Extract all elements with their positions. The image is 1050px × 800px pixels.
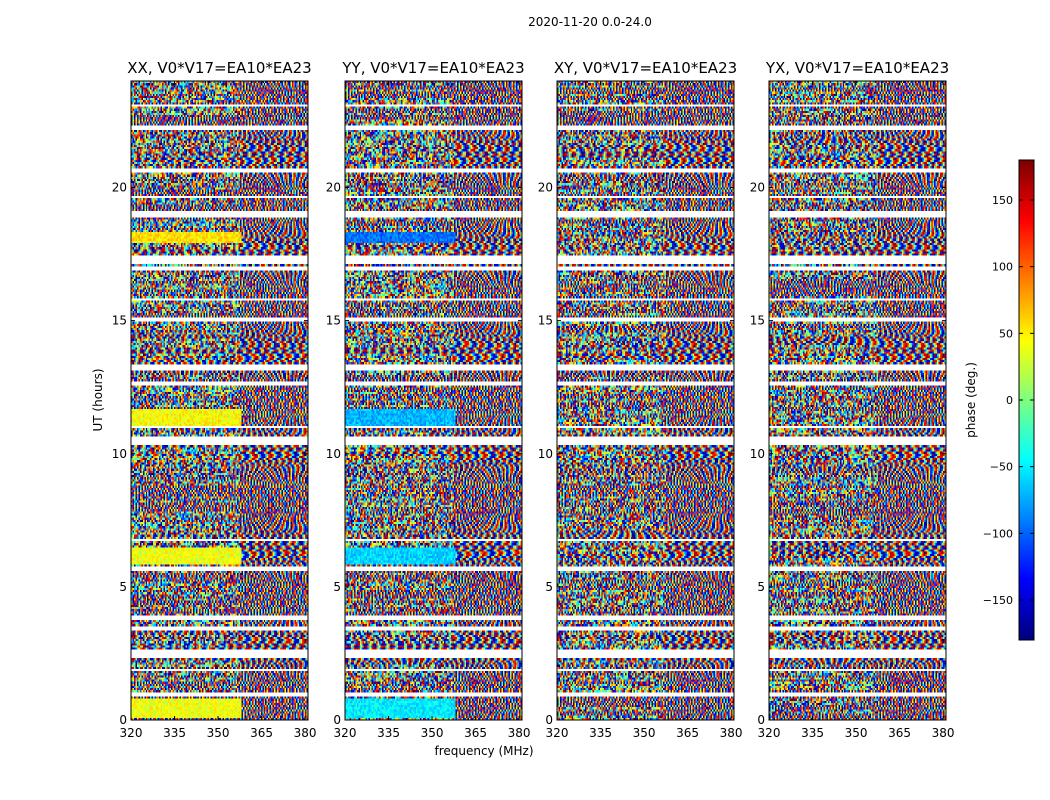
y-tick-label: 5: [333, 580, 341, 594]
panel-frame: [130, 80, 309, 721]
colorbar-tick-label: 100: [992, 261, 1013, 274]
colorbar-gradient: [1019, 160, 1034, 640]
y-tick-label: 20: [538, 181, 553, 195]
x-tick-label: 380: [508, 726, 531, 740]
y-tick-label: 0: [757, 713, 765, 727]
y-tick-label: 10: [750, 447, 765, 461]
x-tick-label: 350: [421, 726, 444, 740]
panel-title-xx: XX, V0*V17=EA10*EA23: [127, 59, 311, 77]
x-tick-label: 335: [163, 726, 186, 740]
y-tick-label: 20: [750, 181, 765, 195]
colorbar: 150 100 50 0 −50 −100 −150: [983, 159, 1035, 641]
colorbar-tick-label: 150: [992, 194, 1013, 207]
y-tick-label: 0: [545, 713, 553, 727]
x-tick-label: 320: [758, 726, 781, 740]
panel-title-yx: YX, V0*V17=EA10*EA23: [765, 59, 949, 77]
y-tick-label: 20: [326, 181, 341, 195]
x-tick-label: 335: [801, 726, 824, 740]
x-tick-label: 380: [932, 726, 955, 740]
y-tick-label: 15: [750, 314, 765, 328]
y-tick-label: 5: [757, 580, 765, 594]
colorbar-tick-label: −150: [983, 594, 1013, 607]
colorbar-tick-label: −100: [983, 527, 1013, 540]
x-tick-label: 365: [676, 726, 699, 740]
x-tick-label: 380: [294, 726, 317, 740]
y-tick-label: 10: [112, 447, 127, 461]
x-tick-label: 365: [464, 726, 487, 740]
colorbar-tick-label: −50: [990, 461, 1013, 474]
x-tick-label: 320: [546, 726, 569, 740]
x-tick-label: 320: [120, 726, 143, 740]
panel-frame: [556, 80, 735, 721]
y-tick-label: 10: [326, 447, 341, 461]
panel-xx: XX, V0*V17=EA10*EA23 320 335 350 365 380 0 5 10 1…: [112, 59, 317, 740]
y-axis-label: UT (hours): [91, 368, 105, 431]
y-tick-label: 0: [333, 713, 341, 727]
y-tick-label: 10: [538, 447, 553, 461]
y-tick-label: 15: [538, 314, 553, 328]
x-tick-label: 335: [589, 726, 612, 740]
x-tick-label: 320: [334, 726, 357, 740]
x-tick-label: 350: [633, 726, 656, 740]
panel-xy: XY, V0*V17=EA10*EA23 320 335 350 365 380 0 5 10 1…: [538, 59, 743, 740]
y-tick-label: 5: [545, 580, 553, 594]
x-axis-label: frequency (MHz): [434, 744, 533, 758]
panel-title-yy: YY, V0*V17=EA10*EA23: [341, 59, 524, 77]
x-tick-label: 380: [720, 726, 743, 740]
x-tick-label: 365: [888, 726, 911, 740]
y-tick-label: 5: [119, 580, 127, 594]
y-tick-label: 15: [326, 314, 341, 328]
panel-title-xy: XY, V0*V17=EA10*EA23: [554, 59, 737, 77]
panel-yy: YY, V0*V17=EA10*EA23 320 335 350 365 380 0 5 10 1…: [326, 59, 531, 740]
panel-yx: YX, V0*V17=EA10*EA23 320 335 350 365 380 0 5 10 1…: [750, 59, 955, 740]
colorbar-tick-label: 50: [999, 327, 1013, 340]
y-tick-label: 15: [112, 314, 127, 328]
panel-frame: [768, 80, 947, 721]
phase-image-xx: [131, 81, 308, 720]
colorbar-tick-label: 0: [1006, 394, 1013, 407]
phase-image-yy: [345, 81, 522, 720]
y-tick-label: 0: [119, 713, 127, 727]
phase-image-yx: [769, 81, 946, 720]
y-tick-label: 20: [112, 181, 127, 195]
figure-suptitle: 2020-11-20 0.0-24.0: [528, 15, 652, 29]
panel-frame: [344, 80, 523, 721]
x-tick-label: 350: [845, 726, 868, 740]
x-tick-label: 335: [377, 726, 400, 740]
colorbar-label: phase (deg.): [964, 362, 978, 438]
x-tick-label: 365: [250, 726, 273, 740]
phase-image-xy: [557, 81, 734, 720]
x-tick-label: 350: [207, 726, 230, 740]
